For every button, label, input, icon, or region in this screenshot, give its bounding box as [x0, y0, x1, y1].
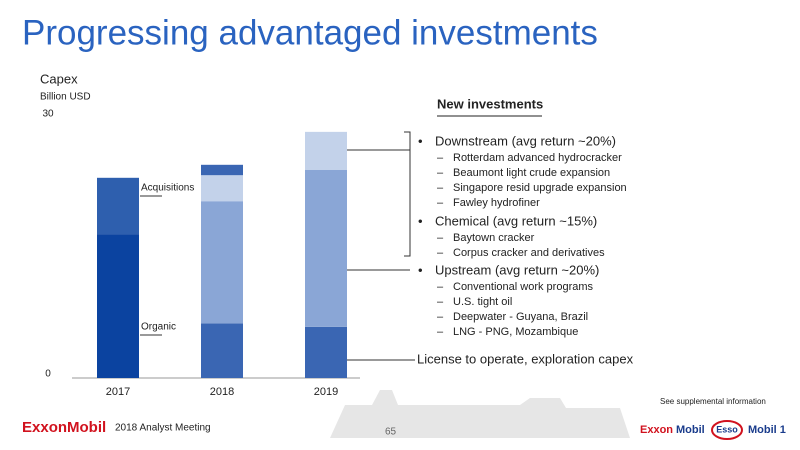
- dash: –: [437, 152, 444, 164]
- connectors: [140, 131, 415, 361]
- annotation: Organic: [141, 322, 176, 333]
- y-axis-unit: Billion USD: [40, 92, 91, 103]
- logo: Mobil: [676, 424, 705, 436]
- y-tick-label: 0: [45, 369, 51, 380]
- bar-segment: [201, 175, 243, 202]
- logo-oval: [711, 420, 743, 440]
- bullet: •: [418, 213, 423, 228]
- page-number: 65: [385, 427, 397, 438]
- group-label: Upstream (avg return ~20%): [435, 262, 599, 277]
- x-tick-label: 2017: [106, 386, 130, 398]
- panel-heading: New investments: [437, 96, 543, 111]
- supplemental-note: See supplemental information: [660, 397, 766, 406]
- group-item: Fawley hydrofiner: [453, 197, 540, 209]
- dash: –: [437, 182, 444, 194]
- dash: –: [437, 296, 444, 308]
- group-item: LNG - PNG, Mozambique: [453, 326, 578, 338]
- bullet: •: [418, 262, 423, 277]
- bar-segment: [305, 170, 347, 327]
- group-item: Deepwater - Guyana, Brazil: [453, 311, 588, 323]
- group-item: Corpus cracker and derivatives: [453, 247, 605, 259]
- group-item: Rotterdam advanced hydrocracker: [453, 152, 622, 164]
- annotation: Acquisitions: [141, 183, 194, 194]
- dash: –: [437, 247, 444, 259]
- y-tick-label: 30: [42, 109, 54, 120]
- bar-segment: [305, 131, 347, 170]
- dash: –: [437, 167, 444, 179]
- dash: –: [437, 311, 444, 323]
- license-label: License to operate, exploration capex: [417, 351, 634, 366]
- y-axis-label: Capex: [40, 71, 78, 86]
- bar-segment: [201, 164, 243, 176]
- brand-logo: ExxonMobil: [22, 419, 106, 436]
- bar-segment: [201, 323, 243, 378]
- dash: –: [437, 281, 444, 293]
- group-label: Chemical (avg return ~15%): [435, 213, 597, 228]
- group-label: Downstream (avg return ~20%): [435, 133, 616, 148]
- group-item: Baytown cracker: [453, 232, 535, 244]
- logo: Exxon: [640, 424, 673, 436]
- ship-silhouette: [330, 390, 630, 438]
- bar-segment: [97, 234, 139, 378]
- dash: –: [437, 232, 444, 244]
- bar-segment: [97, 177, 139, 235]
- group-item: U.S. tight oil: [453, 296, 512, 308]
- x-tick-label: 2019: [314, 386, 338, 398]
- group-item: Conventional work programs: [453, 281, 594, 293]
- meeting-name: 2018 Analyst Meeting: [115, 423, 211, 434]
- logo: Mobil 1: [748, 424, 786, 436]
- bullet: •: [418, 133, 423, 148]
- group-item: Beaumont light crude expansion: [453, 167, 610, 179]
- dash: –: [437, 326, 444, 338]
- bar-segment: [201, 201, 243, 324]
- slide-title: Progressing advantaged investments: [22, 13, 598, 52]
- x-tick-label: 2018: [210, 386, 234, 398]
- logo: Esso: [716, 424, 738, 434]
- group-item: Singapore resid upgrade expansion: [453, 182, 627, 194]
- bar-segment: [305, 326, 347, 378]
- dash: –: [437, 197, 444, 209]
